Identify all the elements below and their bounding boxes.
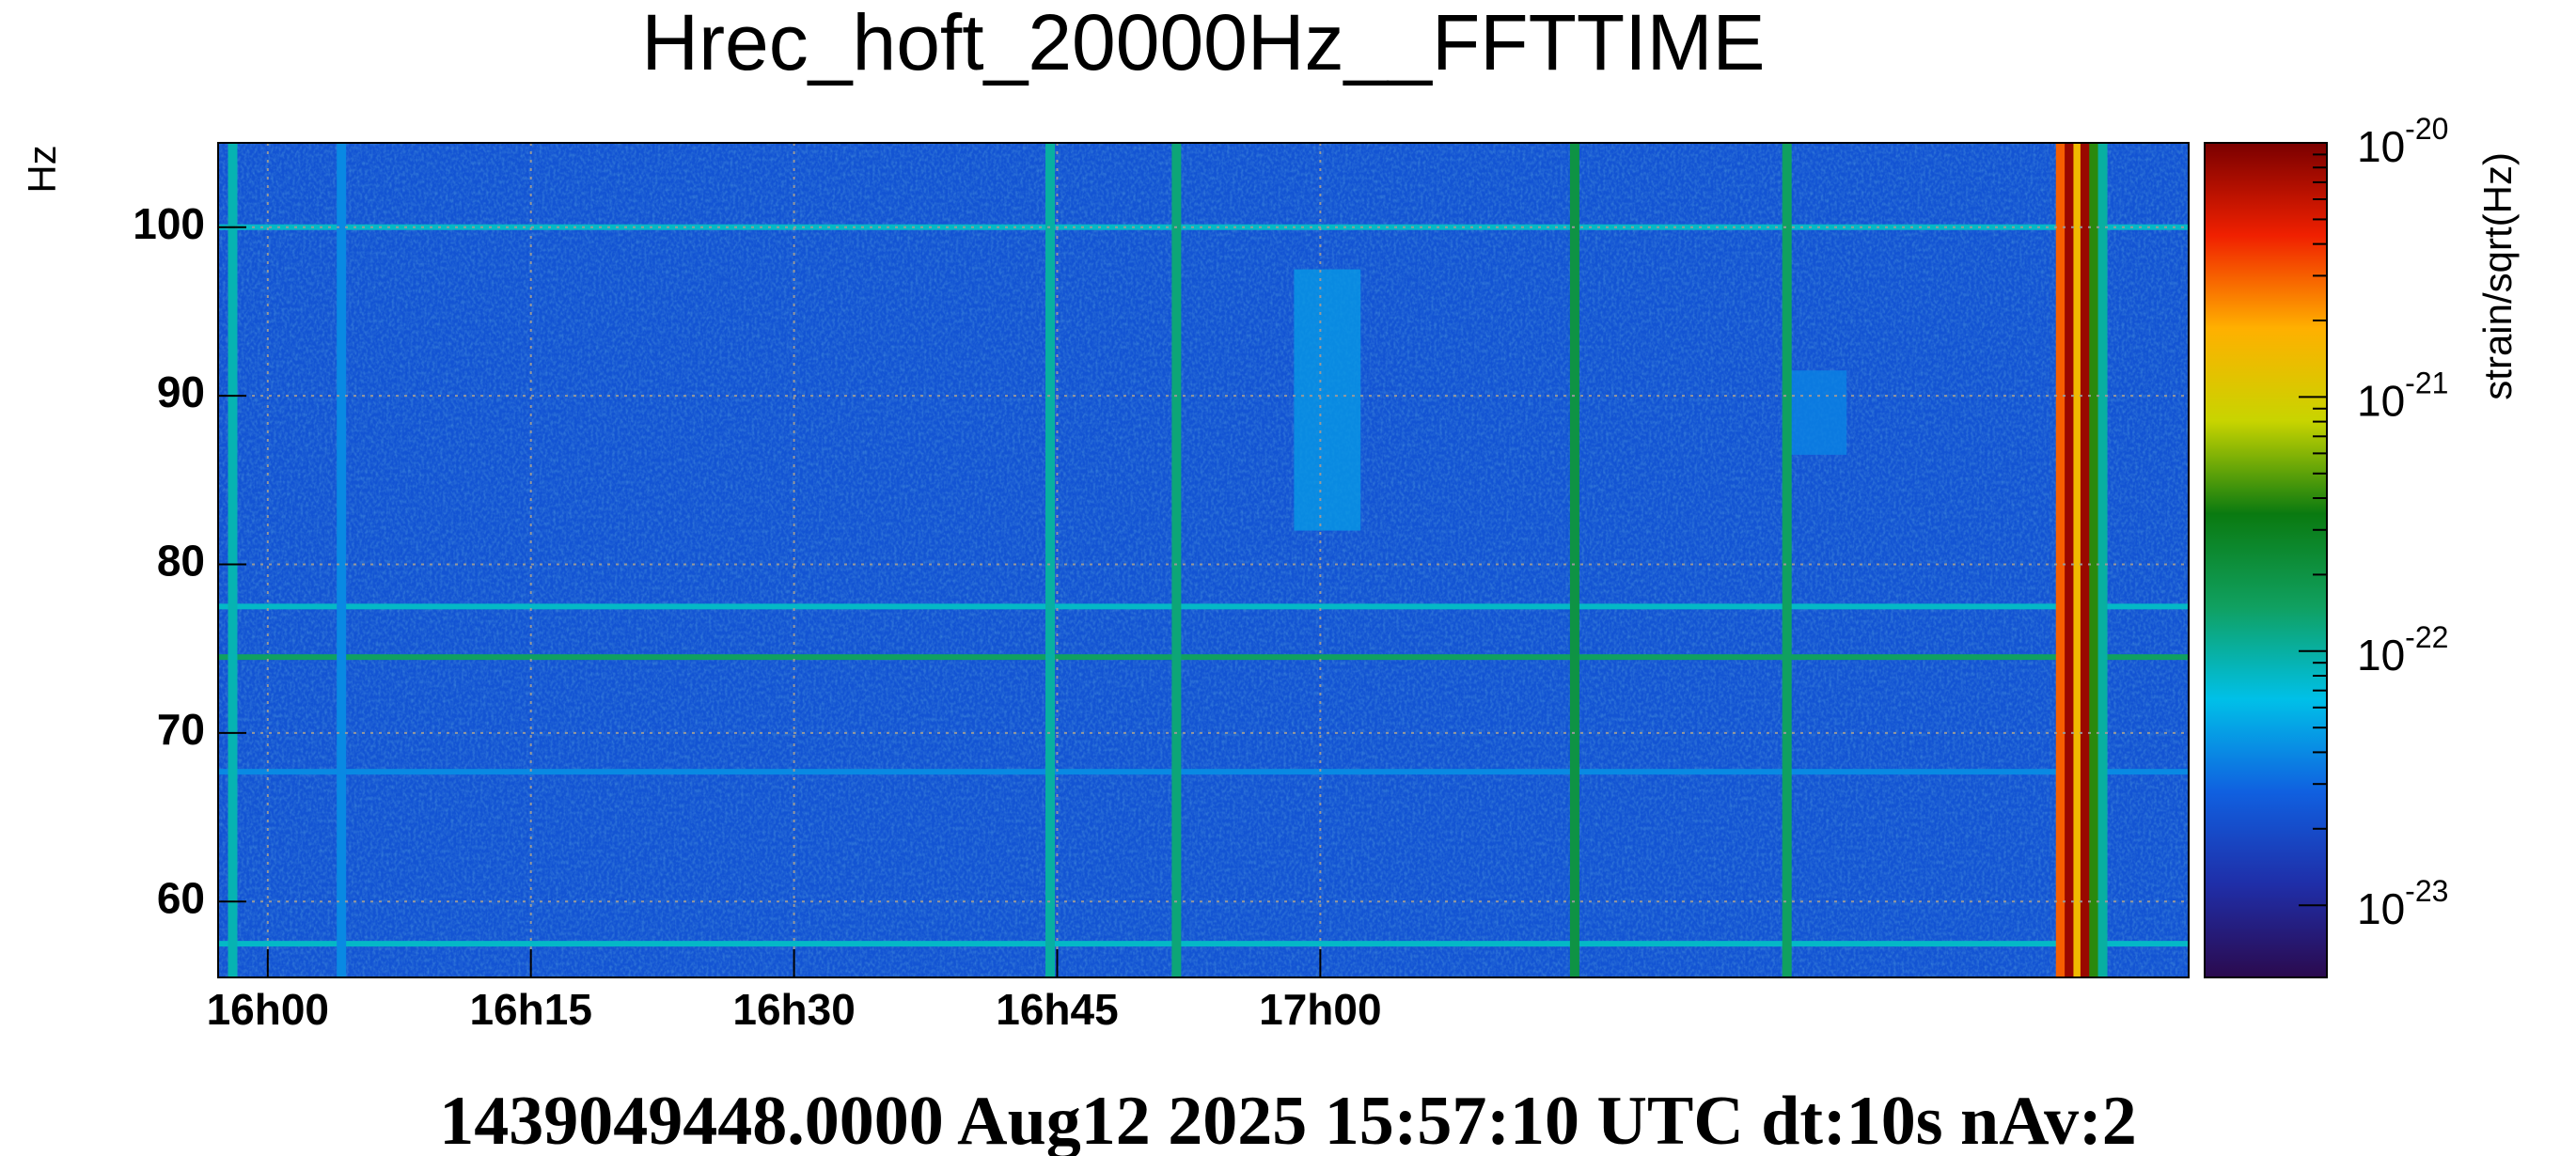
time-line bbox=[2073, 143, 2083, 977]
y-tick-label: 60 bbox=[157, 873, 205, 922]
x-tick-label: 17h00 bbox=[1259, 985, 1381, 1034]
time-line bbox=[1045, 143, 1056, 977]
time-line bbox=[2080, 143, 2090, 977]
time-line bbox=[2065, 143, 2075, 977]
tick-exponent: -21 bbox=[2405, 367, 2448, 400]
y-tick-label: 100 bbox=[133, 199, 205, 248]
x-tick-label: 16h15 bbox=[469, 985, 591, 1034]
time-line bbox=[1171, 143, 1182, 977]
time-line bbox=[2097, 143, 2108, 977]
tick-exponent: -22 bbox=[2405, 620, 2448, 654]
tick-base: 10 bbox=[2357, 122, 2405, 171]
colorbar-tick-label: 10-22 bbox=[2357, 620, 2448, 680]
noise-texture bbox=[218, 143, 2189, 977]
time-line bbox=[1782, 143, 1792, 977]
plot-frame bbox=[217, 142, 2190, 978]
time-line bbox=[337, 143, 347, 977]
y-tick-label: 90 bbox=[157, 367, 205, 416]
colorbar-tick-label: 10-20 bbox=[2357, 112, 2448, 171]
colorbar bbox=[2204, 142, 2328, 978]
tick-exponent: -23 bbox=[2405, 875, 2448, 909]
colorbar-tick-label: 10-23 bbox=[2357, 875, 2448, 934]
x-tick-label: 16h30 bbox=[732, 985, 855, 1034]
spectral-patch bbox=[1786, 370, 1847, 455]
tick-base: 10 bbox=[2357, 884, 2405, 933]
time-line bbox=[2055, 143, 2066, 977]
x-tick-label: 16h45 bbox=[996, 985, 1118, 1034]
frequency-line bbox=[218, 603, 2189, 610]
x-tick-label: 16h00 bbox=[207, 985, 329, 1034]
colorbar-tick-label: 10-21 bbox=[2357, 367, 2448, 426]
time-line bbox=[1569, 143, 1579, 977]
frequency-line bbox=[218, 769, 2189, 775]
footer: 1439049448.0000 Aug12 2025 15:57:10 UTC … bbox=[439, 1083, 2137, 1156]
tick-exponent: -20 bbox=[2405, 112, 2448, 146]
frequency-line bbox=[218, 941, 2189, 947]
y-tick-label: 70 bbox=[157, 705, 205, 754]
colorbar-label: strain/sqrt(Hz) bbox=[2475, 152, 2520, 400]
y-tick-label: 80 bbox=[157, 537, 205, 586]
spectral-patch bbox=[1294, 269, 1361, 531]
tick-base: 10 bbox=[2357, 377, 2405, 426]
y-axis-label: Hz bbox=[20, 145, 64, 193]
tick-base: 10 bbox=[2357, 631, 2405, 680]
chart-title: Hrec_hoft_20000Hz__FFTTIME bbox=[641, 0, 1765, 86]
frequency-line bbox=[218, 654, 2189, 661]
time-line bbox=[2089, 143, 2099, 977]
frequency-line bbox=[218, 224, 2189, 230]
time-line bbox=[228, 143, 238, 977]
